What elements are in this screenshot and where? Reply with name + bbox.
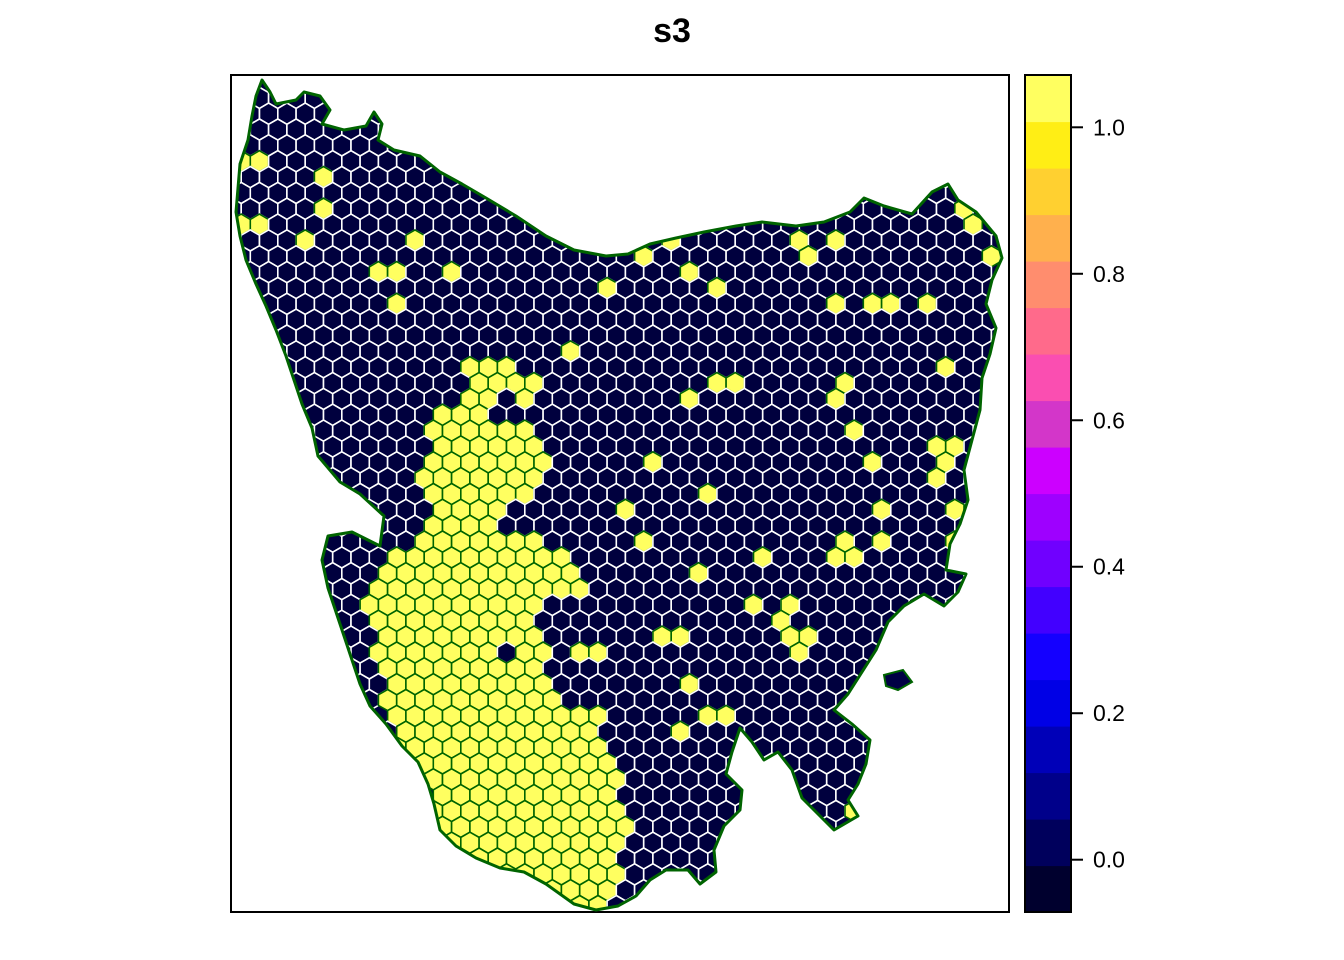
colorbar-band <box>1025 679 1071 727</box>
colorbar-frame <box>1024 74 1072 913</box>
colorbar-ticks: 0.0 0.2 0.4 0.6 0.8 1.0 <box>1071 114 1125 873</box>
colorbar-band <box>1025 307 1071 355</box>
colorbar-band <box>1025 586 1071 634</box>
colorbar-tick-label: 1.0 <box>1093 114 1125 140</box>
colorbar-band <box>1025 726 1071 774</box>
colorbar-tick-label: 0.2 <box>1093 700 1125 726</box>
colorbar-legend: 0.0 0.2 0.4 0.6 0.8 1.0 <box>1024 74 1125 913</box>
colorbar-band <box>1025 865 1071 913</box>
colorbar-band <box>1025 400 1071 448</box>
colorbar-band <box>1025 214 1071 262</box>
island-outline <box>882 668 914 692</box>
colorbar-tick-label: 0.4 <box>1093 554 1125 580</box>
colorbar-band <box>1025 261 1071 309</box>
colorbar-band <box>1025 447 1071 495</box>
colorbar-band <box>1025 354 1071 402</box>
colorbar-band <box>1025 75 1071 123</box>
colorbar-bands <box>1025 75 1071 913</box>
colorbar-band <box>1025 772 1071 820</box>
colorbar-tick-label: 0.8 <box>1093 261 1125 287</box>
coastline-outline <box>234 78 1004 912</box>
map-title: s3 <box>653 12 691 50</box>
colorbar-band <box>1025 540 1071 588</box>
colorbar-band <box>1025 121 1071 169</box>
colorbar-band <box>1025 493 1071 541</box>
colorbar-tick-label: 0.0 <box>1093 847 1125 873</box>
colorbar-band <box>1025 633 1071 681</box>
colorbar-band <box>1025 819 1071 867</box>
colorbar-tick-label: 0.6 <box>1093 407 1125 433</box>
colorbar-band <box>1025 168 1071 216</box>
hex-cell-high <box>588 894 608 910</box>
